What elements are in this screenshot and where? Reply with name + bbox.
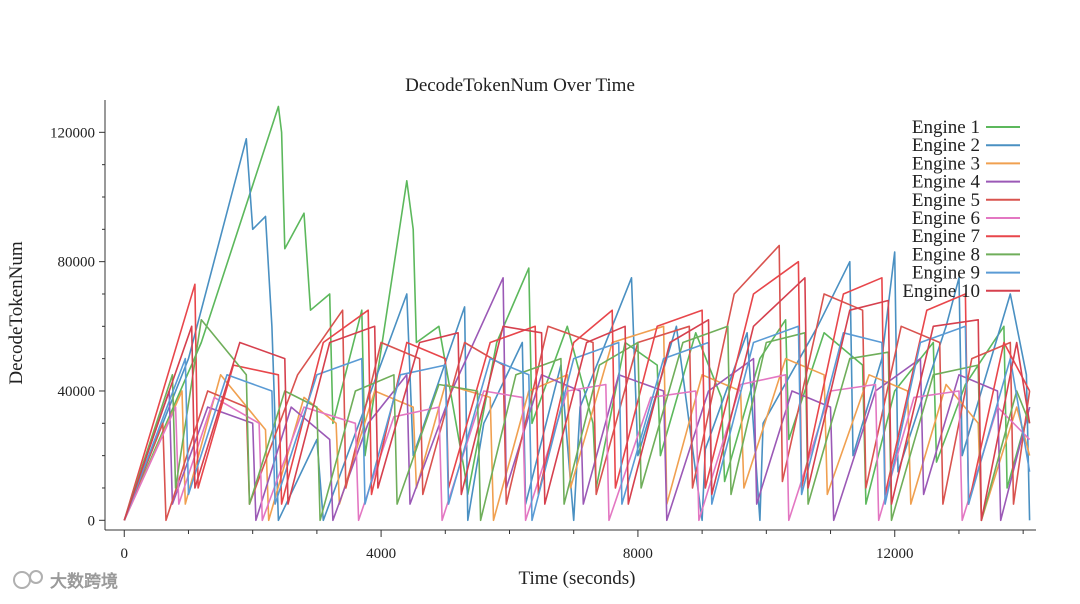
series-lines: [123, 105, 1031, 522]
series-line-engine-6: [123, 373, 1031, 522]
legend-label-engine-5: Engine 5: [912, 190, 980, 211]
y-tick-label: 0: [88, 513, 96, 529]
series-line-engine-9: [123, 325, 1031, 522]
x-tick-label: 0: [121, 546, 129, 562]
series-line-engine-10: [123, 276, 1031, 522]
watermark-logo-icon: [13, 570, 43, 589]
watermark-text: 大数跨境: [50, 571, 118, 592]
x-tick-label: 12000: [876, 546, 914, 562]
legend-label-engine-3: Engine 3: [912, 153, 980, 174]
legend-label-engine-9: Engine 9: [912, 263, 980, 284]
legend-label-engine-10: Engine 10: [902, 281, 980, 302]
chart-title: DecodeTokenNum Over Time: [405, 75, 635, 96]
legend-label-engine-1: Engine 1: [912, 117, 980, 138]
x-axis-label: Time (seconds): [519, 568, 636, 589]
y-tick-label: 120000: [50, 125, 95, 141]
y-tick-label: 80000: [58, 255, 96, 271]
series-line-engine-1: [123, 105, 1031, 521]
series-line-engine-7: [123, 260, 1031, 521]
y-tick-label: 40000: [58, 384, 96, 400]
legend-label-engine-8: Engine 8: [912, 244, 980, 265]
legend-label-engine-6: Engine 6: [912, 208, 980, 229]
series-line-engine-4: [123, 276, 1031, 522]
watermark: 大数跨境: [13, 570, 118, 592]
x-tick-label: 8000: [623, 546, 653, 562]
y-axis-label: DecodeTokenNum: [6, 241, 27, 384]
x-tick-label: 4000: [366, 546, 396, 562]
legend-label-engine-2: Engine 2: [912, 135, 980, 156]
legend-label-engine-4: Engine 4: [912, 172, 981, 193]
legend-label-engine-7: Engine 7: [912, 226, 980, 247]
axes: 0 40000 80000 120000 0 4000 8000 12000: [50, 100, 1036, 562]
